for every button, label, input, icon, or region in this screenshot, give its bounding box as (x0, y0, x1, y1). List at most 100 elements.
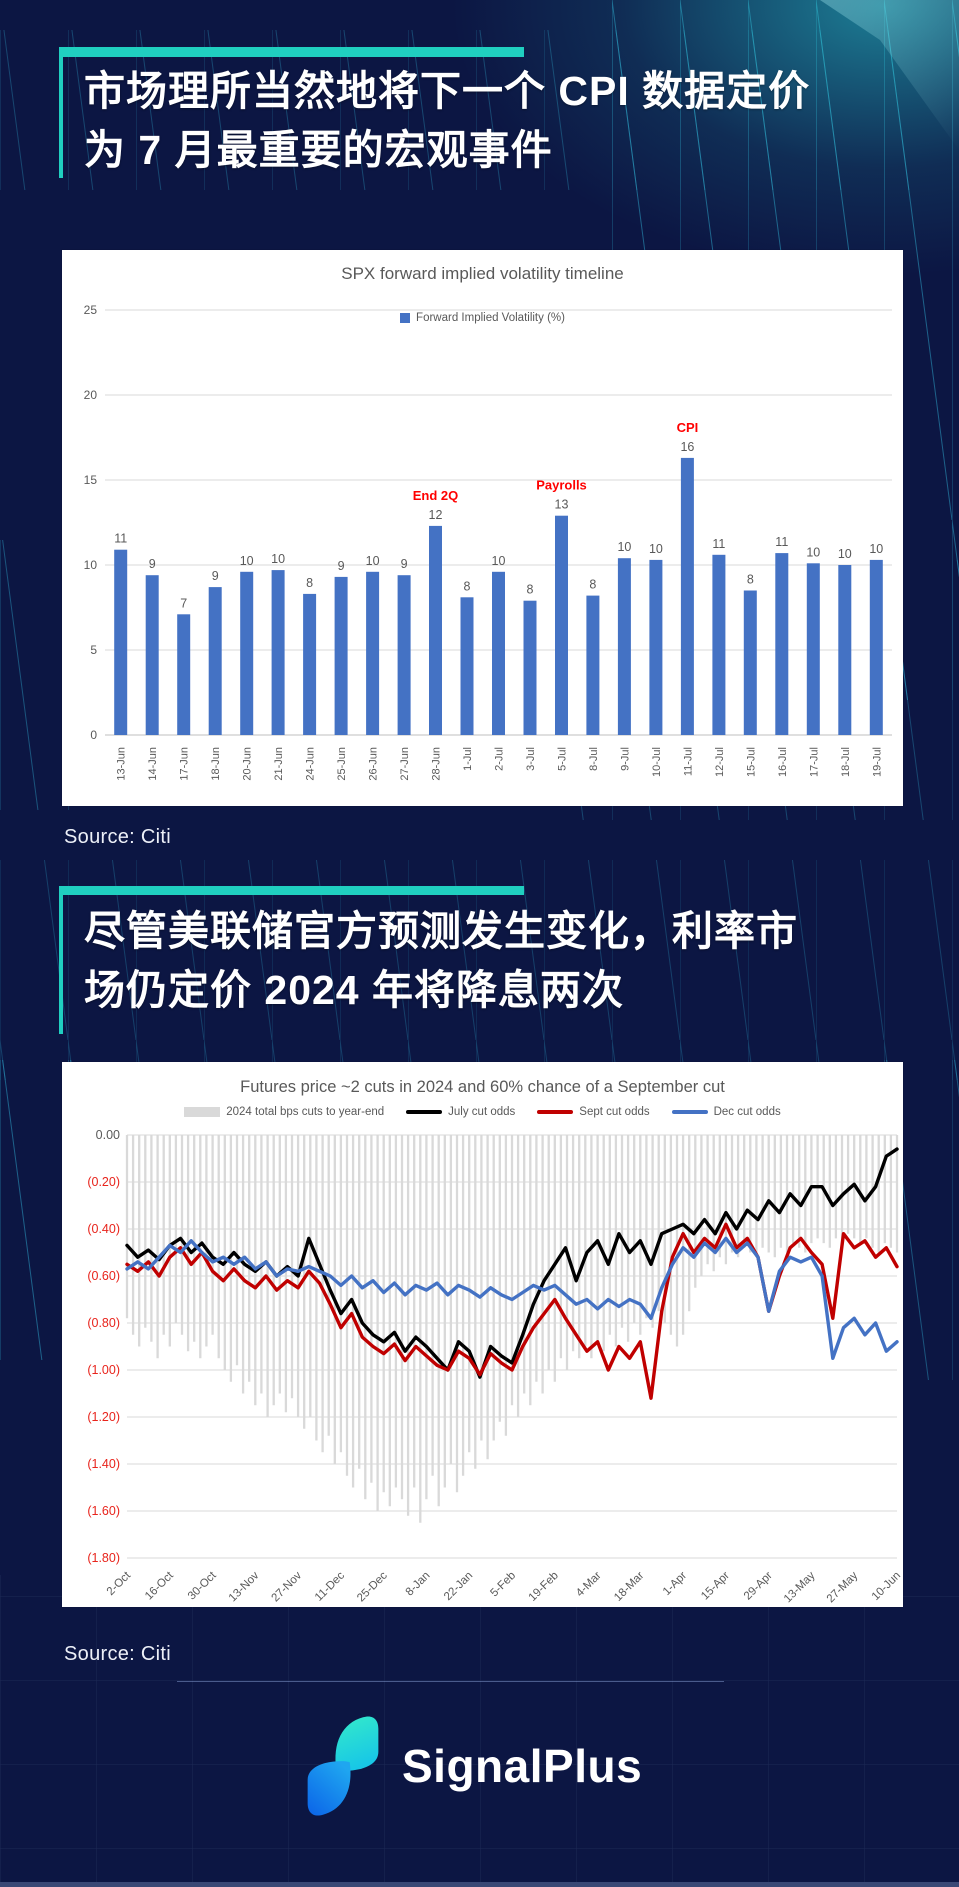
legend-swatch-gray-bar (184, 1107, 221, 1117)
bar (712, 554, 726, 735)
bar-value-label: 10 (649, 542, 663, 556)
bar-value-label: 8 (747, 573, 754, 587)
x-tick-label: 14-Jun (147, 747, 159, 781)
bar-value-label: 11 (114, 532, 127, 546)
bar-value-label: 9 (338, 559, 345, 573)
rate-cut-odds-line-chart: 0.00 (0.20) (0.40) (0.60) (0.80) (1.00) (1.20)… (87, 1128, 903, 1605)
headline-2: 尽管美联储官方预测发生变化，利率市 场仍定价 2024 年将降息两次 (84, 902, 924, 1020)
bar-value-label: 10 (492, 554, 506, 568)
y-tick-label: 0.00 (96, 1128, 120, 1142)
bar-value-label: 8 (464, 579, 471, 593)
x-tick-label: 18-Jul (840, 747, 852, 777)
y-tick-label: (0.20) (87, 1175, 120, 1189)
bar-value-label: 9 (149, 557, 156, 571)
bar (743, 590, 757, 735)
bar (838, 565, 852, 735)
bar (649, 559, 663, 735)
x-tick-label: 8-Jan (404, 1570, 433, 1599)
headline-2-line2: 场仍定价 2024 年将降息两次 (84, 967, 624, 1013)
bar (303, 593, 317, 735)
bar (240, 571, 254, 735)
accent-line-left-2 (59, 886, 63, 1034)
chart1-legend-item: Forward Implied Volatility (%) (400, 312, 565, 324)
bar (775, 553, 789, 735)
chart2-legend-item-sept: Sept cut odds (537, 1106, 650, 1118)
x-tick-label: 10-Jun (870, 1570, 903, 1603)
bar (555, 515, 568, 735)
source-note-2: Source: Citi (64, 1643, 171, 1665)
bar-value-label: 8 (589, 578, 596, 592)
chart2-legend-item-bars: 2024 total bps cuts to year-end (184, 1106, 384, 1118)
x-tick-label: 4-Mar (574, 1570, 604, 1600)
x-tick-label: 10-Jul (651, 747, 663, 777)
chart2-legend: 2024 total bps cuts to year-end July cut… (62, 1106, 903, 1118)
x-tick-label: 11-Jul (682, 747, 694, 776)
legend-swatch-red-line (537, 1110, 574, 1114)
y-tick-label: 25 (84, 303, 98, 317)
x-tick-label: 8-Jul (588, 747, 600, 771)
headline-2-line1: 尽管美联储官方预测发生变化，利率市 (84, 908, 798, 954)
bar-value-label: 16 (680, 440, 694, 454)
bar (114, 549, 128, 735)
x-tick-label: 16-Jul (777, 747, 789, 777)
x-tick-label: 17-Jul (808, 747, 820, 777)
bar-value-label: 10 (838, 547, 852, 561)
annotation-label: Payrolls (536, 478, 587, 493)
chart2-legend-item-july: July cut odds (406, 1106, 515, 1118)
volatility-bar-chart: 0 5 10 15 20 25 11 13-Jun 9 14-Jun 7 17-Jun 9 18-Jun 1… (84, 303, 892, 781)
bar-value-label: 8 (306, 576, 313, 590)
x-tick-label: 13-Nov (227, 1569, 262, 1604)
bar (145, 575, 159, 735)
bar-value-label: 8 (527, 583, 534, 597)
bar-value-label: 10 (366, 554, 380, 568)
x-tick-label: 25-Dec (355, 1569, 390, 1604)
bar-value-label: 10 (271, 552, 285, 566)
headline-1-line1: 市场理所当然地将下一个 CPI 数据定价 (84, 68, 811, 114)
chart2-title: Futures price ~2 cuts in 2024 and 60% ch… (240, 1078, 725, 1096)
y-tick-label: 0 (90, 728, 97, 742)
x-tick-label: 2-Jul (494, 747, 506, 771)
bar-value-label: 9 (212, 569, 219, 583)
x-tick-label: 2-Oct (105, 1569, 134, 1598)
x-tick-label: 9-Jul (619, 747, 631, 771)
chart2-legend-label-sept: Sept cut odds (579, 1106, 650, 1118)
x-tick-label: 15-Jul (745, 747, 757, 777)
legend-swatch-blue-square (400, 313, 411, 323)
x-tick-label: 16-Oct (143, 1569, 176, 1602)
bar-value-label: 11 (712, 537, 725, 551)
bar (208, 587, 222, 735)
headline-1: 市场理所当然地将下一个 CPI 数据定价 为 7 月最重要的宏观事件 (84, 62, 924, 180)
bar (460, 597, 474, 735)
bar (680, 457, 694, 735)
bottom-edge-band (0, 1882, 959, 1887)
annotation-label: CPI (677, 420, 699, 435)
bar-value-label: 9 (401, 557, 408, 571)
y-tick-label: (1.80) (87, 1551, 120, 1565)
y-tick-label: 20 (84, 388, 98, 402)
y-tick-label: (1.40) (87, 1457, 120, 1471)
bar-value-label: 11 (775, 535, 788, 549)
y-tick-label: (0.60) (87, 1269, 120, 1283)
x-tick-label: 20-Jun (242, 747, 254, 781)
y-tick-label: 5 (90, 643, 97, 657)
y-tick-label: 10 (84, 558, 98, 572)
y-tick-label: (1.20) (87, 1410, 120, 1424)
bar (492, 571, 505, 735)
x-tick-label: 28-Jun (431, 747, 443, 781)
x-tick-label: 18-Jun (210, 747, 222, 781)
x-tick-label: 21-Jun (273, 747, 285, 781)
bar (397, 575, 411, 735)
bar (366, 571, 380, 735)
x-tick-label: 27-May (825, 1569, 861, 1605)
annotation-label: End 2Q (413, 488, 459, 503)
chart2-legend-label-july: July cut odds (448, 1106, 516, 1118)
chart1-card: SPX forward implied volatility timeline … (62, 250, 903, 806)
chart1-legend-label: Forward Implied Volatility (%) (416, 312, 565, 324)
chart1-title: SPX forward implied volatility timeline (341, 264, 624, 283)
x-tick-label: 19-Feb (527, 1570, 561, 1604)
chart2-legend-label-bars: 2024 total bps cuts to year-end (226, 1106, 385, 1118)
x-tick-label: 19-Jul (871, 747, 883, 777)
x-tick-label: 18-Mar (612, 1570, 646, 1604)
series-july-cut-odds (125, 1147, 899, 1379)
x-tick-label: 24-Jun (305, 747, 317, 781)
